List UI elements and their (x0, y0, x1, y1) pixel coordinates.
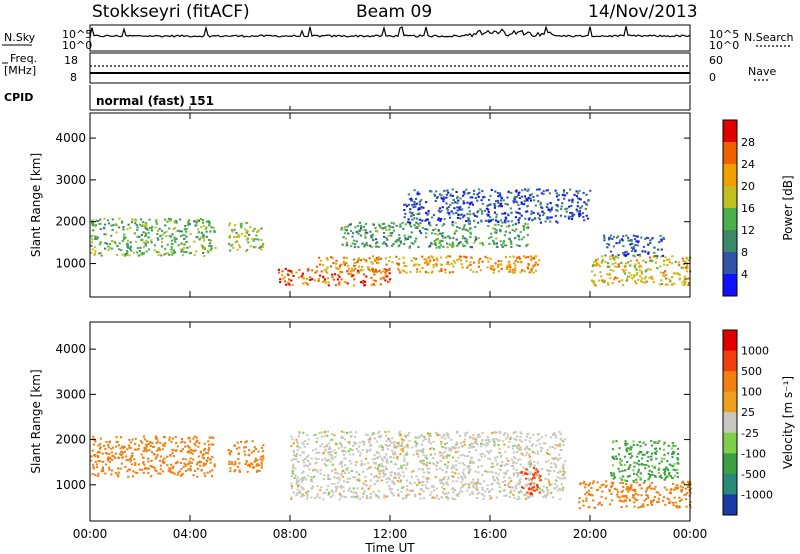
power-colorbar-swatch-0 (723, 120, 737, 143)
xtick-label-2: 08:00 (273, 527, 308, 541)
velocity-region-4 (578, 480, 692, 510)
power-colorbar-frame (722, 119, 738, 297)
power-region-3 (315, 255, 541, 274)
power-ytick-label-0: 1000 (55, 257, 86, 271)
power-colorbar-tick-3: 16 (741, 202, 755, 215)
power-colorbar-swatch-6 (723, 252, 737, 275)
power-colorbar-tick-6: 28 (741, 136, 755, 149)
power-ytick-label-2: 3000 (55, 173, 86, 187)
velocity-region-0 (90, 435, 216, 478)
xaxis-label: Time UT (364, 541, 415, 554)
power-ytick-label-3: 4000 (55, 131, 86, 145)
freq-tick-top: 18 (64, 54, 78, 67)
power-region-4 (340, 221, 530, 249)
nsky-tick-top: 10^5 (62, 28, 93, 41)
nsearch-tick-bottom: 10^0 (709, 39, 740, 52)
velocity-colorbar-swatch-5 (723, 432, 737, 454)
velocity-colorbar-swatch-7 (723, 473, 737, 495)
velocity-colorbar-tick-5: -100 (741, 447, 766, 460)
power-region-6 (590, 255, 692, 287)
freq-label: Freq. (10, 52, 38, 65)
velocity-colorbar-label: Velocity [m s⁻¹] (781, 376, 795, 469)
power-region-7 (602, 234, 666, 258)
power-colorbar-tick-4: 20 (741, 180, 755, 193)
velocity-ytick-label-2: 3000 (55, 387, 86, 401)
nsearch-label: N.Search (744, 31, 794, 44)
cpid-label: CPID (4, 91, 34, 104)
power-colorbar-swatch-7 (723, 274, 737, 297)
velocity-colorbar-swatch-6 (723, 453, 737, 475)
power-ytick-label-1: 2000 (55, 215, 86, 229)
power-colorbar-tick-1: 8 (741, 246, 748, 259)
velocity-ytick-label-1: 2000 (55, 433, 86, 447)
xtick-label-4: 16:00 (473, 527, 508, 541)
velocity-colorbar-tick-1: 500 (741, 365, 762, 378)
power-colorbar-swatch-5 (723, 230, 737, 253)
power-region-5 (403, 188, 592, 224)
velocity-region-3 (520, 467, 542, 496)
xtick-label-3: 12:00 (373, 527, 408, 541)
nsky-label: N.Sky (4, 31, 36, 44)
power-colorbar-tick-0: 4 (741, 268, 748, 281)
freq-unit-label: [MHz] (4, 64, 37, 77)
xtick-label-1: 04:00 (173, 527, 208, 541)
velocity-colorbar-swatch-2 (723, 371, 737, 393)
velocity-ytick-label-0: 1000 (55, 478, 86, 492)
nave-tick-bottom: 0 (709, 71, 716, 84)
velocity-colorbar-swatch-0 (723, 330, 737, 352)
xtick-label-5: 20:00 (573, 527, 608, 541)
velocity-colorbar-swatch-4 (723, 412, 737, 434)
velocity-colorbar-tick-7: -1000 (741, 488, 773, 501)
nave-tick-top: 60 (709, 54, 723, 67)
velocity-colorbar-tick-2: 100 (741, 386, 762, 399)
velocity-colorbar-swatch-8 (723, 494, 737, 516)
velocity-colorbar-tick-6: -500 (741, 468, 766, 481)
power-colorbar-tick-5: 24 (741, 158, 755, 171)
velocity-region-5 (610, 440, 680, 482)
nsearch-tick-top: 10^5 (709, 28, 740, 41)
nsky-tick-bottom: 10^0 (62, 39, 93, 52)
power-colorbar-swatch-4 (723, 208, 737, 231)
velocity-colorbar-swatch-1 (723, 350, 737, 372)
velocity-colorbar-frame (722, 329, 738, 516)
nsky-trace (89, 25, 691, 38)
cpid-mode-text: normal (fast) 151 (96, 94, 214, 108)
power-colorbar-swatch-1 (723, 142, 737, 165)
velocity-ylabel: Slant Range [km] (29, 369, 43, 473)
velocity-colorbar-tick-3: 25 (741, 406, 755, 419)
freq-tick-bottom: 8 (70, 71, 77, 84)
power-region-1 (228, 221, 265, 253)
power-region-2 (277, 267, 392, 287)
power-colorbar-tick-2: 12 (741, 224, 755, 237)
freq-panel-frame (89, 52, 691, 84)
velocity-region-1 (227, 440, 265, 473)
velocity-panel-frame (89, 321, 691, 522)
date-title: 14/Nov/2013 (588, 2, 698, 22)
power-colorbar-swatch-3 (723, 186, 737, 209)
power-region-0 (90, 217, 217, 257)
power-colorbar-label: Power [dB] (781, 175, 795, 240)
radar-title: Stokkseyri (fitACF) (92, 2, 250, 22)
beam-title: Beam 09 (356, 2, 433, 22)
xtick-label-6: 00:00 (673, 527, 708, 541)
velocity-colorbar-tick-0: 1000 (741, 345, 769, 358)
power-colorbar-swatch-2 (723, 164, 737, 187)
xtick-label-0: 00:00 (73, 527, 108, 541)
power-ylabel: Slant Range [km] (29, 153, 43, 257)
velocity-region-2 (290, 430, 567, 501)
velocity-ytick-label-3: 4000 (55, 342, 86, 356)
velocity-colorbar-tick-4: -25 (741, 427, 759, 440)
nsky-panel-frame (89, 24, 691, 52)
nave-label: Nave (748, 65, 777, 78)
velocity-colorbar-swatch-3 (723, 391, 737, 413)
